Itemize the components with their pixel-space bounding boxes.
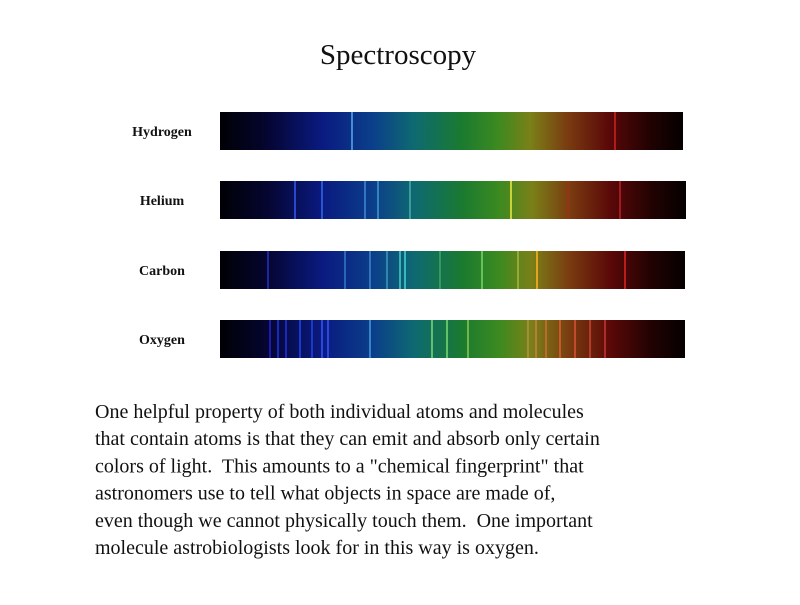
paragraph-line: colors of light. This amounts to a "chem… [95, 455, 584, 477]
spectrum-label: Carbon [139, 264, 185, 279]
spectrum-label: Oxygen [139, 333, 185, 348]
title: Spectroscopy [320, 39, 477, 71]
paragraph-line: One helpful property of both individual … [95, 401, 584, 423]
spectrum-bar [220, 112, 683, 150]
paragraph-line: molecule astrobiologists look for in thi… [95, 537, 539, 559]
spectrum-bar [220, 320, 685, 358]
spectrum-bar [220, 181, 686, 219]
spectrum-bar [220, 251, 685, 289]
paragraph-line: that contain atoms is that they can emit… [95, 428, 600, 450]
paragraph-line: astronomers use to tell what objects in … [95, 483, 555, 505]
spectrum-label: Helium [140, 194, 185, 209]
paragraph-line: even though we cannot physically touch t… [95, 510, 593, 532]
spectrum-label: Hydrogen [132, 125, 192, 140]
